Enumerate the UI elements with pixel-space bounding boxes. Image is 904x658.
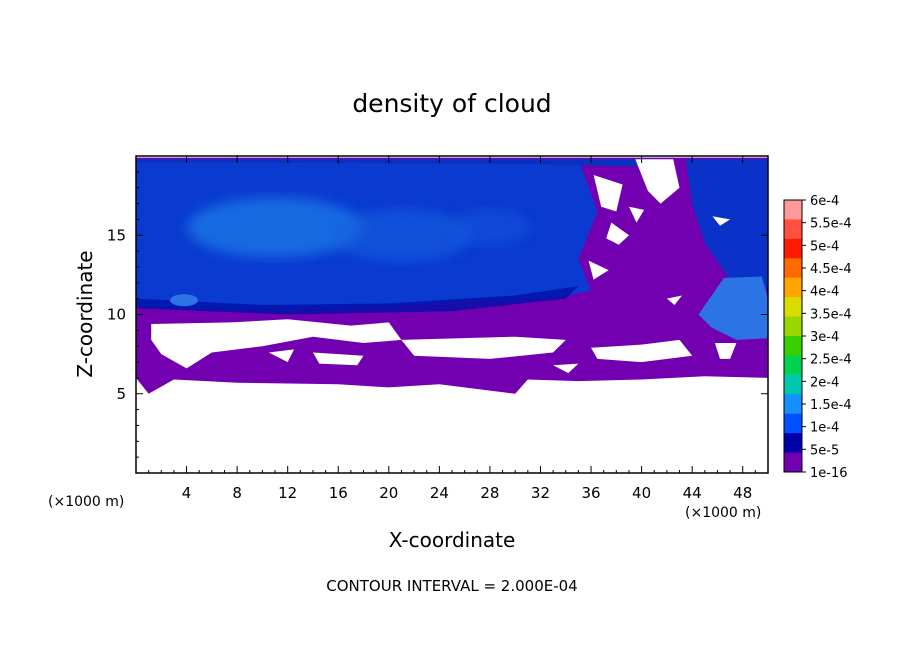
x-tick-label: 48 [733,484,752,502]
clear-sky-hole [666,295,682,305]
clear-sky-hole [588,260,609,280]
clear-gap [553,363,579,374]
chart-title: density of cloud [352,89,551,118]
y-axis-unit: (×1000 m) [48,494,124,510]
x-tick-label: 20 [379,484,398,502]
cloud-patch-right [685,159,768,291]
x-tick-label: 12 [278,484,297,502]
colorbar-swatch [784,336,802,356]
x-tick-label: 36 [581,484,600,502]
colorbar-label: 2e-4 [810,375,839,390]
colorbar-swatch [784,413,802,434]
colorbar-label: 5e-4 [810,239,839,254]
colorbar: 6e-4 5.5e-4 5e-4 4.5e-4 4e-4 3.5e-4 3e-4 2.5e-4… [783,194,852,481]
colorbar-swatch [784,394,802,415]
cloud-core [187,197,364,258]
colorbar-label: 5.5e-4 [810,217,852,232]
x-tick-label: 16 [329,484,348,502]
colorbar-label: 2.5e-4 [810,353,852,368]
x-tick-label: 8 [232,484,242,502]
colorbar-swatch [784,258,802,279]
x-tick-label: 28 [480,484,499,502]
clear-sky-hole [629,206,645,223]
y-axis-ticks: 5 10 15 [107,171,768,458]
x-tick-label: 44 [683,484,702,502]
clear-gap [268,349,294,363]
x-tick-label: 32 [531,484,550,502]
colorbar-label: 6e-4 [810,194,839,209]
colorbar-label: 1.5e-4 [810,398,852,413]
colorbar-label: 3.5e-4 [810,307,852,322]
colorbar-swatch [784,297,802,317]
colorbar-swatch [784,374,802,395]
y-tick-label: 15 [107,226,126,244]
x-tick-label: 40 [632,484,651,502]
colorbar-swatch [784,355,802,376]
x-tick-label: 4 [182,484,192,502]
contour-interval-note: CONTOUR INTERVAL = 2.000E-04 [326,577,577,595]
cloud-top-band [136,159,667,168]
clear-sky-hole [593,175,623,212]
clear-sky-hole [712,216,731,226]
clear-gap [591,339,693,363]
clear-gap [714,343,737,359]
colorbar-swatch [784,277,802,298]
clear-sky-hole [635,159,680,204]
x-axis-unit: (×1000 m) [685,505,761,521]
colorbar-swatch [784,316,802,337]
colorbar-swatch [784,219,802,240]
y-axis-label: Z-coordinate [73,250,97,377]
cloud-core [331,209,472,262]
cloud-patch-right-lower [698,276,768,340]
cloud-density-field [136,157,768,394]
cloud-patch-left [170,294,199,307]
colorbar-label: 1e-4 [810,421,839,436]
x-tick-label: 24 [430,484,449,502]
colorbar-label: 3e-4 [810,330,839,345]
colorbar-label: 5e-5 [810,443,839,458]
clear-gap [401,336,566,359]
colorbar-label: 4e-4 [810,285,839,300]
colorbar-swatch [784,200,802,220]
colorbar-swatch [784,452,802,473]
plot-area [136,157,768,394]
y-tick-label: 10 [107,306,126,324]
colorbar-label: 4.5e-4 [810,262,852,277]
clear-gap [313,352,364,366]
cloud-base-band [136,286,579,315]
colorbar-swatch [784,433,802,453]
cloud-core [449,209,530,246]
clear-sky-hole [606,222,629,245]
colorbar-swatch [784,238,802,259]
colorbar-label: 1e-16 [810,466,848,481]
y-tick-label: 5 [116,385,126,403]
x-axis-ticks: 4 8 12 16 20 24 28 32 36 40 44 48 [148,156,756,502]
x-axis-label: X-coordinate [389,528,516,552]
clear-gap [151,319,402,369]
